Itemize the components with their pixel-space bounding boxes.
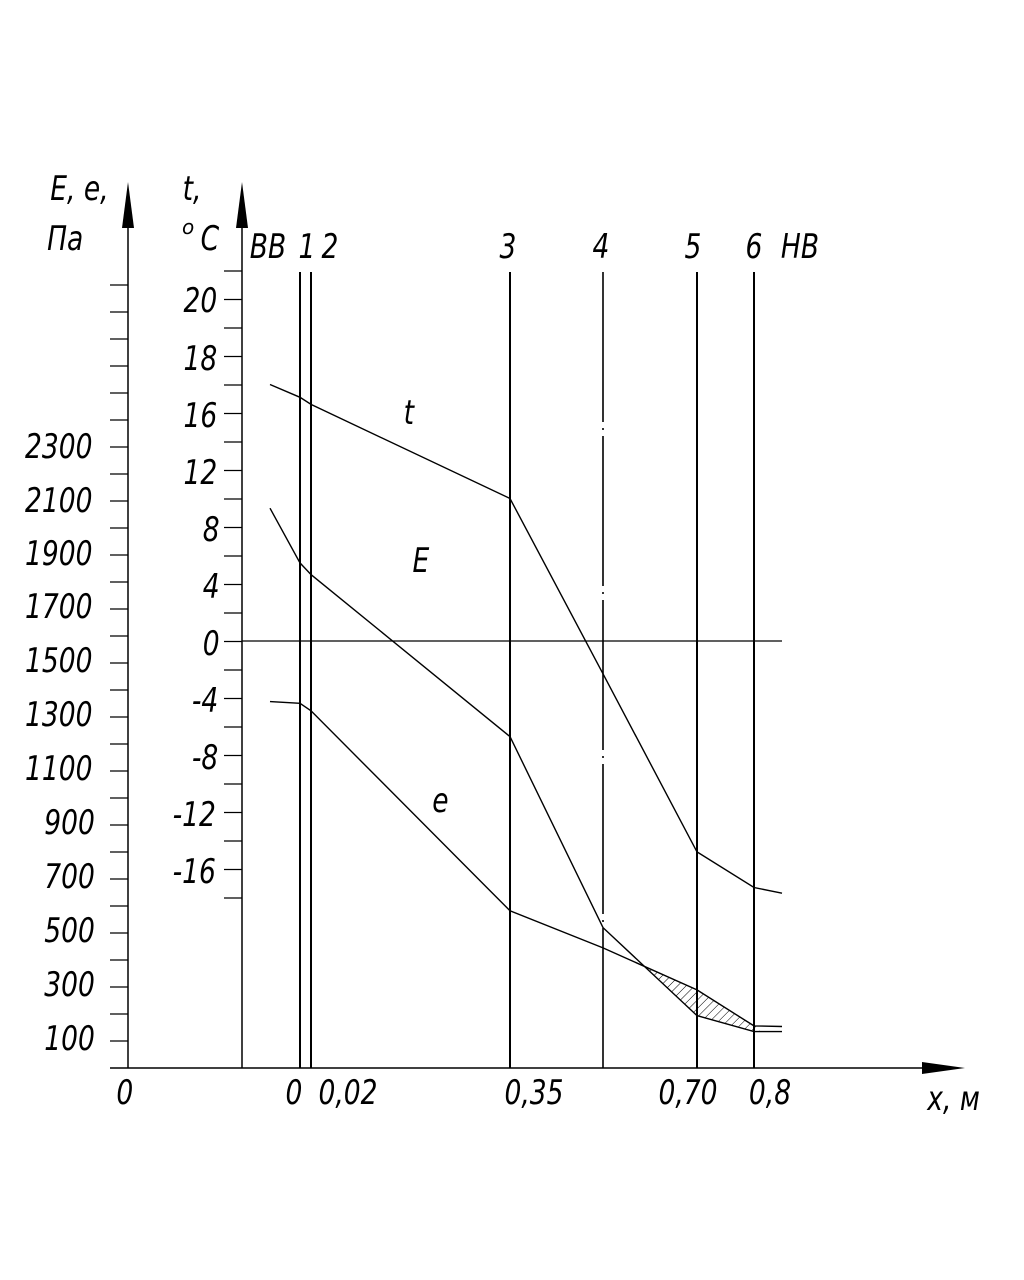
temp-tick-label: 4	[203, 568, 220, 607]
left-tick-label: 2100	[25, 482, 92, 521]
temp-tick-label: -4	[192, 682, 218, 721]
temp-axis-title-line2: C	[201, 220, 220, 259]
series-label-E: E	[412, 542, 429, 581]
left-tick-label: 900	[44, 804, 95, 843]
temp-tick-label: 20	[183, 282, 217, 321]
temp-axis-title-line1: t,	[183, 170, 202, 209]
section-label-outer-air: НВ	[781, 228, 819, 267]
left-axis-title-line2: Па	[47, 220, 83, 259]
x-tick-label: 0	[286, 1074, 303, 1113]
section-label-6: 6	[746, 228, 763, 267]
temp-tick-label: 18	[183, 340, 217, 379]
temp-tick-label: -12	[173, 796, 216, 835]
x-axis-title: x, м	[926, 1080, 979, 1119]
left-tick-label: 100	[44, 1020, 95, 1059]
x-tick-label: 0,35	[504, 1074, 563, 1113]
left-tick-label: 1500	[25, 642, 92, 681]
temp-tick-label: -16	[173, 853, 216, 892]
x-tick-label: 0,8	[749, 1074, 791, 1113]
temp-axis-ticks	[224, 270, 242, 899]
left-tick-label: 300	[44, 966, 95, 1005]
origin-label: 0	[116, 1074, 133, 1113]
series-line-t	[269, 383, 783, 894]
left-axis-tick-labels: 2300 2100 1900 1700 1500 1300 1100 900 7…	[25, 428, 95, 1059]
section-label-inner-air: ВВ	[250, 228, 286, 267]
temp-tick-label: 0	[203, 625, 220, 664]
series-line-e	[269, 700, 783, 1028]
temp-tick-label: 12	[183, 454, 217, 493]
left-tick-label: 1100	[25, 750, 92, 789]
left-axis-arrow	[122, 182, 134, 228]
x-tick-label: 0,02	[318, 1074, 377, 1113]
left-tick-label: 1700	[25, 588, 92, 627]
left-tick-label: 500	[44, 912, 95, 951]
left-axis-title-line1: E, e,	[50, 170, 108, 209]
series-line-E	[269, 507, 782, 1033]
left-tick-label: 700	[44, 858, 95, 897]
series-label-e: e	[432, 782, 448, 821]
left-tick-label: 1300	[25, 696, 92, 735]
x-axis-arrow	[922, 1062, 965, 1074]
temp-axis-arrow	[236, 182, 248, 228]
temp-tick-label: -8	[192, 739, 218, 778]
temp-tick-label: 16	[183, 397, 217, 436]
section-label-3: 3	[500, 228, 517, 267]
section-label-1: 1	[299, 228, 316, 267]
temp-tick-label: 8	[203, 511, 220, 550]
section-label-4: 4	[593, 228, 610, 267]
x-tick-label: 0,70	[658, 1074, 717, 1113]
series-label-t: t	[404, 394, 415, 433]
condensation-zone-hatch	[645, 966, 760, 1032]
section-label-2: 2	[322, 228, 339, 267]
left-tick-label: 1900	[25, 535, 92, 574]
section-label-5: 5	[685, 228, 702, 267]
left-tick-label: 2300	[25, 428, 92, 467]
temp-axis-tick-labels: 20 18 16 12 8 4 0 -4 -8 -12 -16	[173, 282, 220, 892]
left-axis-ticks	[110, 284, 128, 1042]
temp-axis-degree-mark: o	[182, 215, 194, 239]
